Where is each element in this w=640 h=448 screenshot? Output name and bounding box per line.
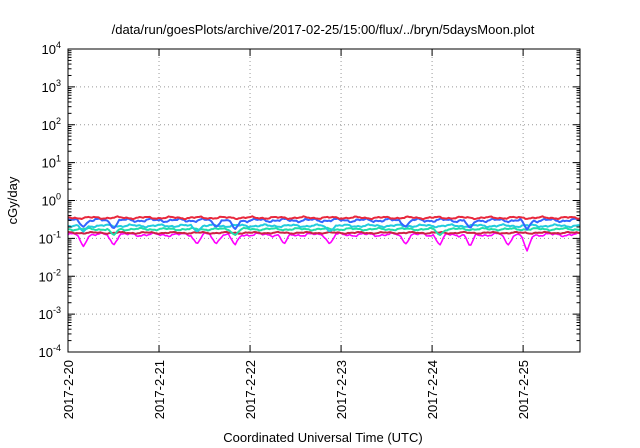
- series-line: [68, 226, 581, 236]
- x-tick-label: 2017-2-22: [243, 360, 258, 419]
- x-tick-label: 2017-2-23: [334, 360, 349, 419]
- x-tick-label: 2017-2-24: [425, 360, 440, 419]
- series-line: [67, 215, 581, 221]
- series-line: [67, 223, 581, 233]
- x-axis-label: Coordinated Universal Time (UTC): [223, 430, 422, 445]
- plot-series: [67, 215, 581, 252]
- x-tick-label: 2017-2-25: [516, 360, 531, 419]
- series-line: [67, 217, 581, 231]
- x-tick-label: 2017-2-21: [152, 360, 167, 419]
- y-axis-label: cGy/day: [5, 176, 20, 224]
- grid: [68, 49, 580, 352]
- x-tick-label: 2017-2-20: [61, 360, 76, 419]
- x-axis: 2017-2-20 2017-2-21 2017-2-22 2017-2-23 2017…: [61, 49, 531, 419]
- series-line: [67, 230, 581, 235]
- chart-title: /data/run/goesPlots/archive/2017-02-25/1…: [112, 22, 535, 37]
